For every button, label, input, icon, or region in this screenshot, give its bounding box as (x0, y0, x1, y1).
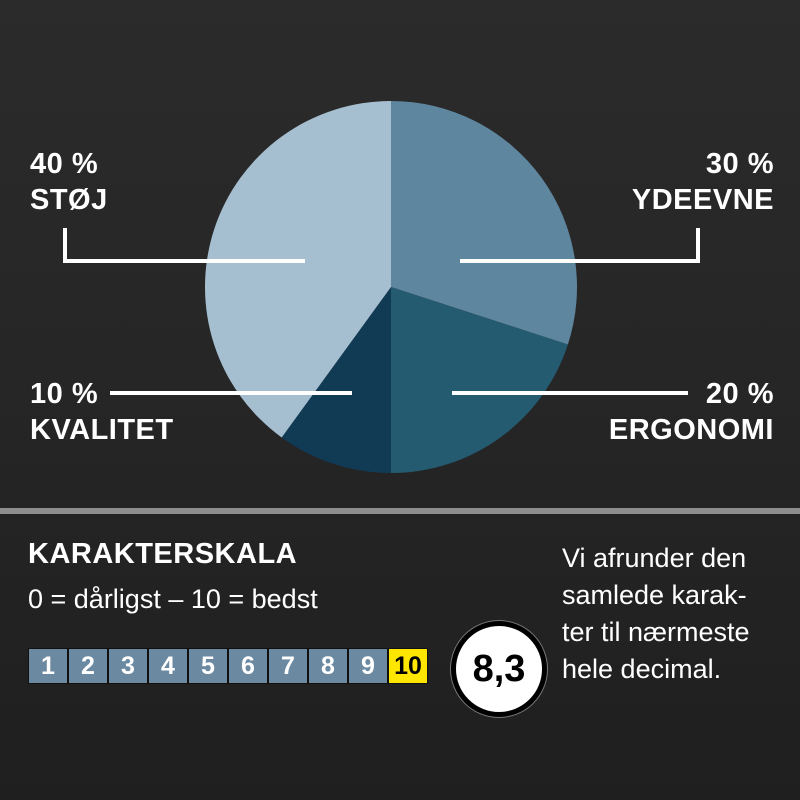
slice-name-ydeevne: YDEEVNE (631, 184, 774, 216)
scale-cell-10: 10 (389, 649, 427, 683)
leader-line-ydeevne (460, 228, 700, 263)
scale-title: KARAKTERSKALA (28, 538, 298, 570)
rating-scale-bar: 1 2 3 4 5 6 7 8 9 10 (28, 648, 428, 684)
pie-slice-stoej (204, 101, 391, 438)
rounding-note: Vi afrunder den samlede karak- ter til n… (562, 540, 792, 688)
scale-cell-3: 3 (109, 649, 147, 683)
scale-description: 0 = dårligst – 10 = bedst (28, 584, 318, 614)
scale-cell-4: 4 (149, 649, 187, 683)
scale-cell-1: 1 (29, 649, 67, 683)
slice-pct-ydeevne: 30 % (705, 148, 774, 180)
slice-label-ergonomi: 20 % ERGONOMI (609, 376, 774, 448)
scale-cell-2: 2 (69, 649, 107, 683)
leader-line-stoej (63, 228, 305, 263)
pie-slice-ergonomi (391, 287, 568, 473)
slice-name-kvalitet: KVALITET (30, 414, 174, 446)
scale-cell-8: 8 (309, 649, 347, 683)
section-divider (0, 508, 800, 514)
note-line-2: samlede karak- (562, 580, 747, 610)
scale-cell-6: 6 (229, 649, 267, 683)
slice-label-kvalitet: 10 % KVALITET (30, 376, 174, 448)
score-badge: 8,3 (451, 621, 547, 717)
slice-name-ergonomi: ERGONOMI (608, 414, 774, 446)
slice-pct-ergonomi: 20 % (705, 378, 774, 410)
note-line-1: Vi afrunder den (562, 543, 747, 573)
scale-cell-7: 7 (269, 649, 307, 683)
scale-cell-5: 5 (189, 649, 227, 683)
pie-slice-kvalitet (281, 287, 391, 473)
note-line-4: hele decimal. (562, 654, 722, 684)
pie-chart (63, 101, 700, 473)
slice-pct-stoej: 40 % (30, 148, 99, 180)
slice-pct-kvalitet: 10 % (30, 378, 99, 410)
slice-label-ydeevne: 30 % YDEEVNE (632, 146, 774, 218)
note-line-3: ter til nærmeste (562, 617, 750, 647)
scale-cell-9: 9 (349, 649, 387, 683)
pie-slice-ydeevne (391, 101, 578, 345)
slice-label-stoej: 40 % STØJ (30, 146, 108, 218)
slice-name-stoej: STØJ (30, 184, 108, 216)
